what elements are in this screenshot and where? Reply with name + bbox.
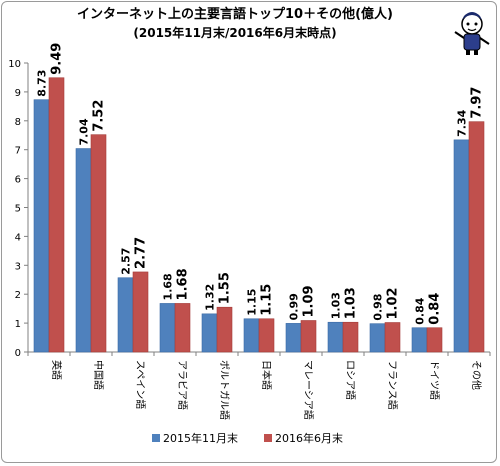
x-tick-label: マレーシア語	[302, 360, 315, 420]
data-label-2015: 2.57	[120, 248, 133, 275]
bar-2016	[90, 134, 107, 353]
data-label-2015: 0.84	[414, 297, 427, 324]
y-tick-label: 10	[8, 59, 21, 70]
legend-swatch	[264, 434, 272, 442]
data-label-2016: 2.77	[134, 237, 149, 269]
data-label-2016: 1.02	[386, 287, 401, 319]
bar-2016	[300, 320, 317, 353]
y-tick-label: 8	[15, 117, 21, 128]
y-tick-label: 4	[15, 232, 21, 243]
bar-2015	[411, 327, 428, 353]
data-label-2016: 1.09	[302, 285, 317, 317]
x-tick-label: ドイツ語	[428, 360, 441, 400]
data-label-2015: 7.34	[456, 109, 469, 136]
y-tick-label: 7	[15, 146, 21, 157]
x-tick-label: フランス語	[386, 360, 399, 410]
data-label-2016: 7.52	[92, 100, 107, 132]
bar-2015	[327, 321, 344, 353]
legend-label: 2015年11月末	[163, 431, 238, 445]
bar-2015	[159, 303, 176, 353]
bar-2015	[453, 139, 470, 353]
bar-2015	[201, 313, 218, 353]
data-label-2016: 7.97	[470, 87, 485, 119]
data-label-2016: 1.55	[218, 272, 233, 304]
data-label-2015: 0.99	[288, 293, 301, 320]
data-label-2015: 7.04	[78, 118, 91, 145]
bar-2015	[243, 318, 260, 353]
x-tick-label: スペイン語	[134, 360, 147, 409]
data-label-2015: 1.32	[204, 284, 217, 311]
x-tick-label: ポルトガル語	[218, 360, 231, 420]
x-tick-label: ロシア語	[344, 360, 357, 400]
x-tick-label: 中国語	[92, 360, 105, 390]
x-tick-label: 日本語	[260, 360, 273, 390]
bar-2016	[132, 271, 149, 353]
bar-2015	[285, 323, 302, 353]
data-label-2015: 1.68	[162, 273, 175, 300]
y-tick-label: 9	[15, 88, 21, 99]
bar-2016	[342, 321, 359, 353]
data-label-2016: 1.15	[260, 284, 275, 316]
bar-2016	[216, 306, 233, 353]
bar-2016	[468, 121, 485, 353]
chart-title: インターネット上の主要言語トップ10＋その他(億人)	[77, 7, 393, 22]
chart-title-block: インターネット上の主要言語トップ10＋その他(億人) (2015年11月末/20…	[60, 6, 410, 42]
data-label-2016: 1.68	[176, 268, 191, 300]
legend-label: 2016年6月末	[275, 431, 343, 445]
y-tick-label: 1	[15, 319, 21, 330]
bar-2016	[174, 303, 191, 353]
data-label-2015: 0.98	[372, 294, 385, 321]
y-tick-label: 2	[15, 290, 21, 301]
y-tick-label: 3	[15, 261, 21, 272]
x-tick-label: その他	[470, 360, 483, 390]
x-tick-label: 英語	[50, 360, 63, 380]
bar-2016	[258, 318, 275, 353]
data-label-2015: 1.03	[330, 292, 343, 319]
bar-2015	[33, 99, 50, 353]
bar-2016	[426, 327, 443, 353]
bar-2016	[48, 77, 65, 353]
legend-swatch	[152, 434, 160, 442]
data-label-2015: 1.15	[246, 289, 259, 316]
data-label-2016: 9.49	[50, 43, 65, 75]
chart-subtitle: (2015年11月末/2016年6月末時点)	[133, 26, 337, 40]
y-tick-label: 6	[15, 175, 21, 186]
pointing-mascot-icon	[454, 12, 490, 55]
data-label-2016: 1.03	[344, 287, 359, 319]
bar-2015	[369, 323, 386, 353]
y-tick-label: 5	[15, 204, 21, 215]
bar-2016	[384, 322, 401, 353]
y-tick-label: 0	[15, 348, 21, 359]
bar-2015	[117, 277, 134, 353]
x-tick-label: アラビア語	[176, 360, 189, 410]
data-label-2015: 8.73	[36, 70, 49, 97]
data-label-2016: 0.84	[428, 293, 443, 325]
bar-2015	[75, 148, 92, 353]
